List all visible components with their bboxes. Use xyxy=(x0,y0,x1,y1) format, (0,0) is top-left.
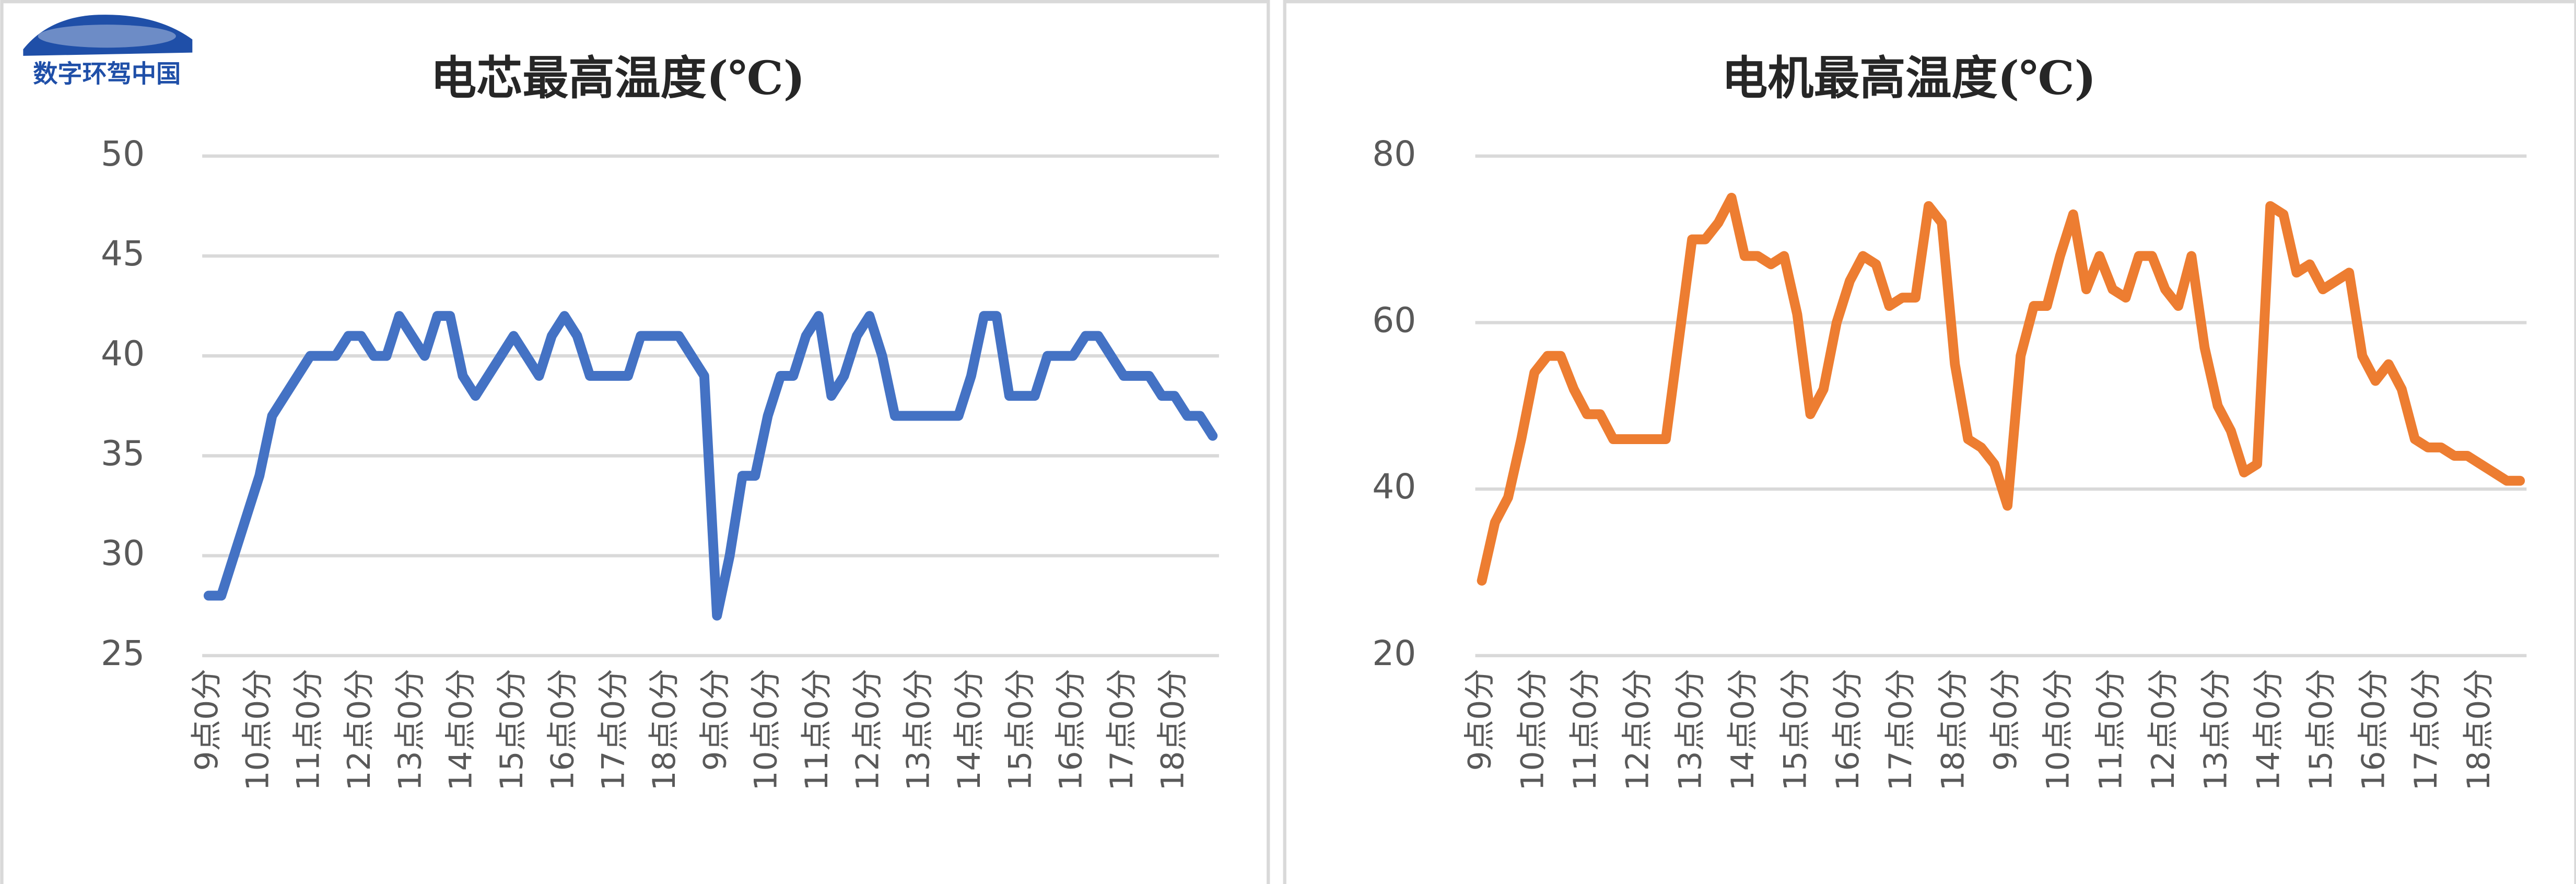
x-tick-label: 17点0分 xyxy=(1104,669,1140,791)
x-tick-label: 10点0分 xyxy=(2041,669,2077,791)
x-tick-label: 10点0分 xyxy=(748,669,784,791)
y-tick-label: 35 xyxy=(101,433,145,473)
x-tick-label: 17点0分 xyxy=(596,669,632,791)
y-tick-label: 40 xyxy=(101,333,145,374)
x-tick-label: 11点0分 xyxy=(291,669,327,791)
x-tick-label: 16点0分 xyxy=(1830,669,1866,791)
logo-text: 数字环驾中国 xyxy=(33,60,181,89)
x-tick-label: 11点0分 xyxy=(1567,669,1603,791)
y-tick-label: 20 xyxy=(1372,633,1416,673)
x-tick-label: 15点0分 xyxy=(1002,669,1038,791)
x-tick-label: 12点0分 xyxy=(1620,669,1656,791)
y-tick-label: 30 xyxy=(101,533,145,574)
x-tick-label: 14点0分 xyxy=(1725,669,1761,791)
x-tick-label: 12点0分 xyxy=(2146,669,2182,791)
x-tick-label: 17点0分 xyxy=(1883,669,1919,791)
x-tick-label: 9点0分 xyxy=(189,669,225,771)
x-tick-label: 18点0分 xyxy=(2461,669,2497,791)
x-tick-label: 11点0分 xyxy=(799,669,835,791)
x-tick-label: 15点0分 xyxy=(494,669,530,791)
x-tick-label: 18点0分 xyxy=(647,669,683,791)
logo-window xyxy=(38,25,176,48)
x-tick-label: 12点0分 xyxy=(342,669,378,791)
x-tick-label: 18点0分 xyxy=(1935,669,1971,791)
x-tick-label: 10点0分 xyxy=(1515,669,1551,791)
x-tick-label: 14点0分 xyxy=(952,669,988,791)
x-tick-label: 13点0分 xyxy=(392,669,428,791)
chart-title: 电机最高温度(℃) xyxy=(1722,51,2096,105)
panel-border xyxy=(0,0,1270,884)
x-tick-label: 13点0分 xyxy=(1672,669,1708,791)
x-tick-label: 11点0分 xyxy=(2093,669,2129,791)
x-tick-label: 16点0分 xyxy=(1053,669,1090,791)
x-tick-label: 16点0分 xyxy=(545,669,581,791)
x-tick-label: 18点0分 xyxy=(1155,669,1191,791)
y-tick-label: 45 xyxy=(101,234,145,274)
x-tick-label: 10点0分 xyxy=(240,669,276,791)
data-line xyxy=(203,311,1218,621)
x-tick-label: 13点0分 xyxy=(2198,669,2234,791)
y-tick-label: 80 xyxy=(1372,134,1416,174)
x-tick-label: 9点0分 xyxy=(697,669,733,771)
chart-title: 电芯最高温度(℃) xyxy=(430,51,805,105)
y-tick-label: 50 xyxy=(101,134,145,174)
x-tick-label: 13点0分 xyxy=(901,669,937,791)
x-tick-label: 14点0分 xyxy=(443,669,479,791)
x-tick-label: 15点0分 xyxy=(2303,669,2339,791)
x-tick-label: 15点0分 xyxy=(1778,669,1814,791)
data-line xyxy=(1477,193,2525,586)
x-tick-label: 9点0分 xyxy=(1462,669,1498,771)
logo: 数字环驾中国 xyxy=(23,15,193,89)
x-tick-label: 16点0分 xyxy=(2356,669,2392,791)
x-tick-label: 9点0分 xyxy=(1988,669,2024,771)
x-tick-label: 14点0分 xyxy=(2251,669,2287,791)
y-tick-label: 25 xyxy=(101,633,145,673)
y-tick-label: 40 xyxy=(1372,467,1416,507)
y-tick-label: 60 xyxy=(1372,300,1416,341)
x-tick-label: 17点0分 xyxy=(2408,669,2444,791)
logo-car xyxy=(23,15,193,56)
x-tick-label: 12点0分 xyxy=(850,669,886,791)
